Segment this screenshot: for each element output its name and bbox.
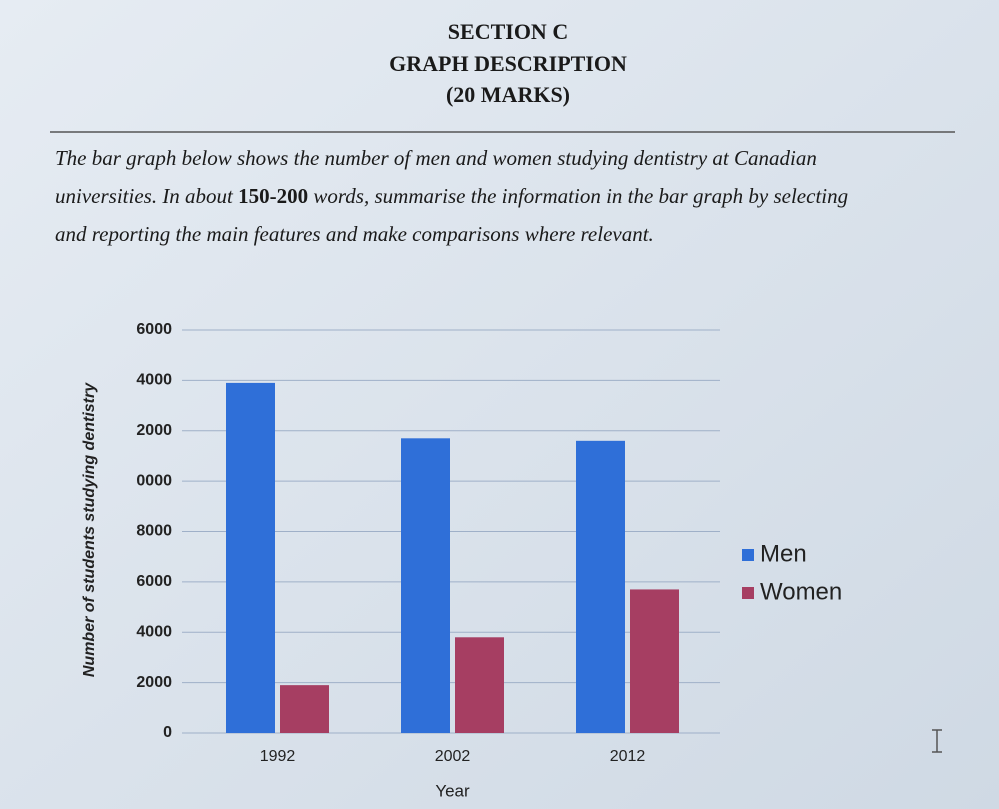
text: and reporting the main features and make… [55, 222, 654, 246]
legend-swatch [742, 549, 754, 561]
section: SECTION C [448, 19, 568, 44]
y-tick-label: 4000 [136, 623, 172, 640]
y-tick-label: 6000 [136, 573, 172, 590]
legend-label: Men [760, 540, 807, 567]
bar [280, 685, 329, 733]
y-tick-label: 4000 [136, 372, 172, 389]
x-tick-label: 1992 [260, 748, 296, 765]
bar [576, 440, 625, 733]
x-tick-label: 2012 [610, 748, 646, 765]
bar [630, 589, 679, 733]
x-axis-label: Year [435, 781, 470, 800]
instruction-line: and reporting the main features and make… [55, 222, 654, 246]
y-tick-label: 0 [163, 724, 172, 741]
y-tick-label: 0000 [136, 472, 172, 489]
y-tick-label: 8000 [136, 523, 172, 540]
instruction-line: The bar graph below shows the number of … [55, 146, 817, 170]
legend-label: Women [760, 578, 842, 605]
bar [401, 438, 450, 733]
y-tick-label: 2000 [136, 422, 172, 439]
x-tick-label: 2002 [435, 748, 471, 765]
text: words, summarise the information in the … [308, 184, 848, 208]
text: universities. In about [55, 184, 238, 208]
y-tick-label: 6000 [136, 321, 172, 338]
title: GRAPH DESCRIPTION [389, 51, 627, 76]
word-count: 150-200 [238, 184, 308, 208]
text: The bar graph below shows the number of … [55, 146, 817, 170]
bar [226, 382, 275, 733]
y-tick-label: 2000 [136, 674, 172, 691]
instruction-line: universities. In about 150-200 words, su… [55, 184, 848, 208]
bar [455, 637, 504, 733]
y-axis-label: Number of students studying dentistry [81, 382, 98, 677]
text-cursor [932, 729, 942, 753]
legend-swatch [742, 587, 754, 599]
marks: (20 MARKS) [446, 82, 570, 107]
